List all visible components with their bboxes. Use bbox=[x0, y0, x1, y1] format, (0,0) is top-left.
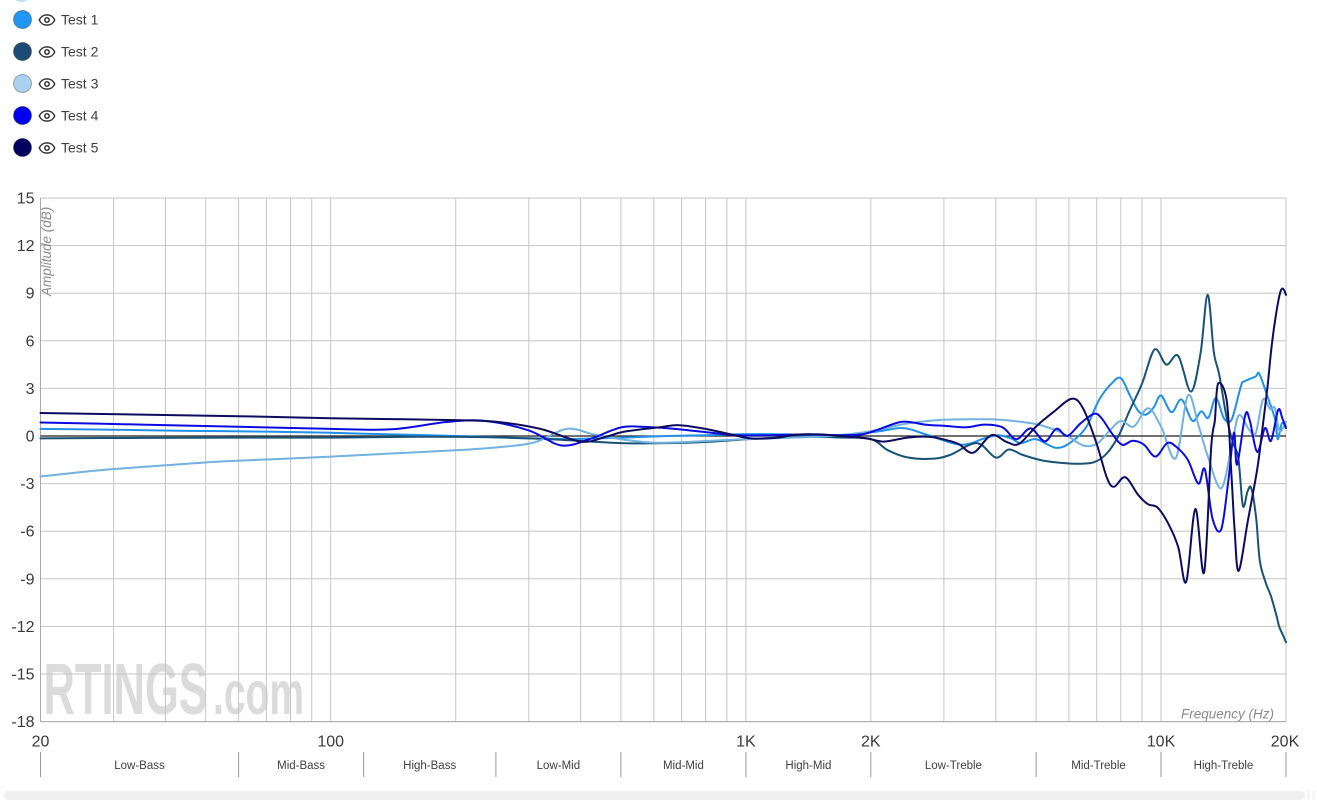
svg-text:Test 5: Test 5 bbox=[61, 140, 99, 156]
svg-text:Mid-Treble: Mid-Treble bbox=[1071, 760, 1126, 772]
svg-text:Test 1: Test 1 bbox=[61, 12, 99, 28]
svg-text:20: 20 bbox=[32, 734, 50, 751]
svg-text:RTINGS: RTINGS bbox=[44, 649, 208, 730]
svg-text:1K: 1K bbox=[736, 734, 756, 751]
svg-text:Amplitude (dB): Amplitude (dB) bbox=[39, 207, 54, 297]
svg-text:100: 100 bbox=[317, 734, 344, 751]
svg-text:3: 3 bbox=[26, 381, 35, 398]
svg-text:Low-Treble: Low-Treble bbox=[925, 760, 982, 772]
svg-text:-15: -15 bbox=[11, 667, 34, 684]
svg-text:Mid-Bass: Mid-Bass bbox=[277, 760, 325, 772]
svg-text:-9: -9 bbox=[20, 571, 34, 588]
svg-text:Test 4: Test 4 bbox=[61, 108, 99, 124]
svg-text:-12: -12 bbox=[11, 619, 34, 636]
svg-text:.com: .com bbox=[213, 659, 304, 727]
svg-text:Mid-Mid: Mid-Mid bbox=[663, 760, 704, 772]
svg-text:-18: -18 bbox=[11, 714, 34, 731]
svg-text:20K: 20K bbox=[1271, 734, 1300, 751]
svg-text:2K: 2K bbox=[861, 734, 881, 751]
svg-text:Low-Bass: Low-Bass bbox=[114, 760, 165, 772]
svg-text:Low-Mid: Low-Mid bbox=[537, 760, 580, 772]
svg-text:-6: -6 bbox=[20, 524, 34, 541]
svg-text:10K: 10K bbox=[1147, 734, 1176, 751]
svg-text:Test 2: Test 2 bbox=[61, 44, 99, 60]
svg-text:High-Bass: High-Bass bbox=[403, 760, 456, 772]
svg-text:6: 6 bbox=[26, 333, 35, 350]
svg-text:15: 15 bbox=[17, 191, 35, 208]
svg-text:-3: -3 bbox=[20, 476, 34, 493]
svg-text:0: 0 bbox=[26, 429, 35, 446]
svg-text:Test 3: Test 3 bbox=[61, 76, 99, 92]
svg-text:High-Mid: High-Mid bbox=[785, 760, 831, 772]
svg-text:Frequency (Hz): Frequency (Hz) bbox=[1181, 707, 1274, 722]
svg-text:9: 9 bbox=[26, 286, 35, 303]
svg-text:12: 12 bbox=[17, 238, 35, 255]
svg-text:High-Treble: High-Treble bbox=[1194, 760, 1254, 772]
